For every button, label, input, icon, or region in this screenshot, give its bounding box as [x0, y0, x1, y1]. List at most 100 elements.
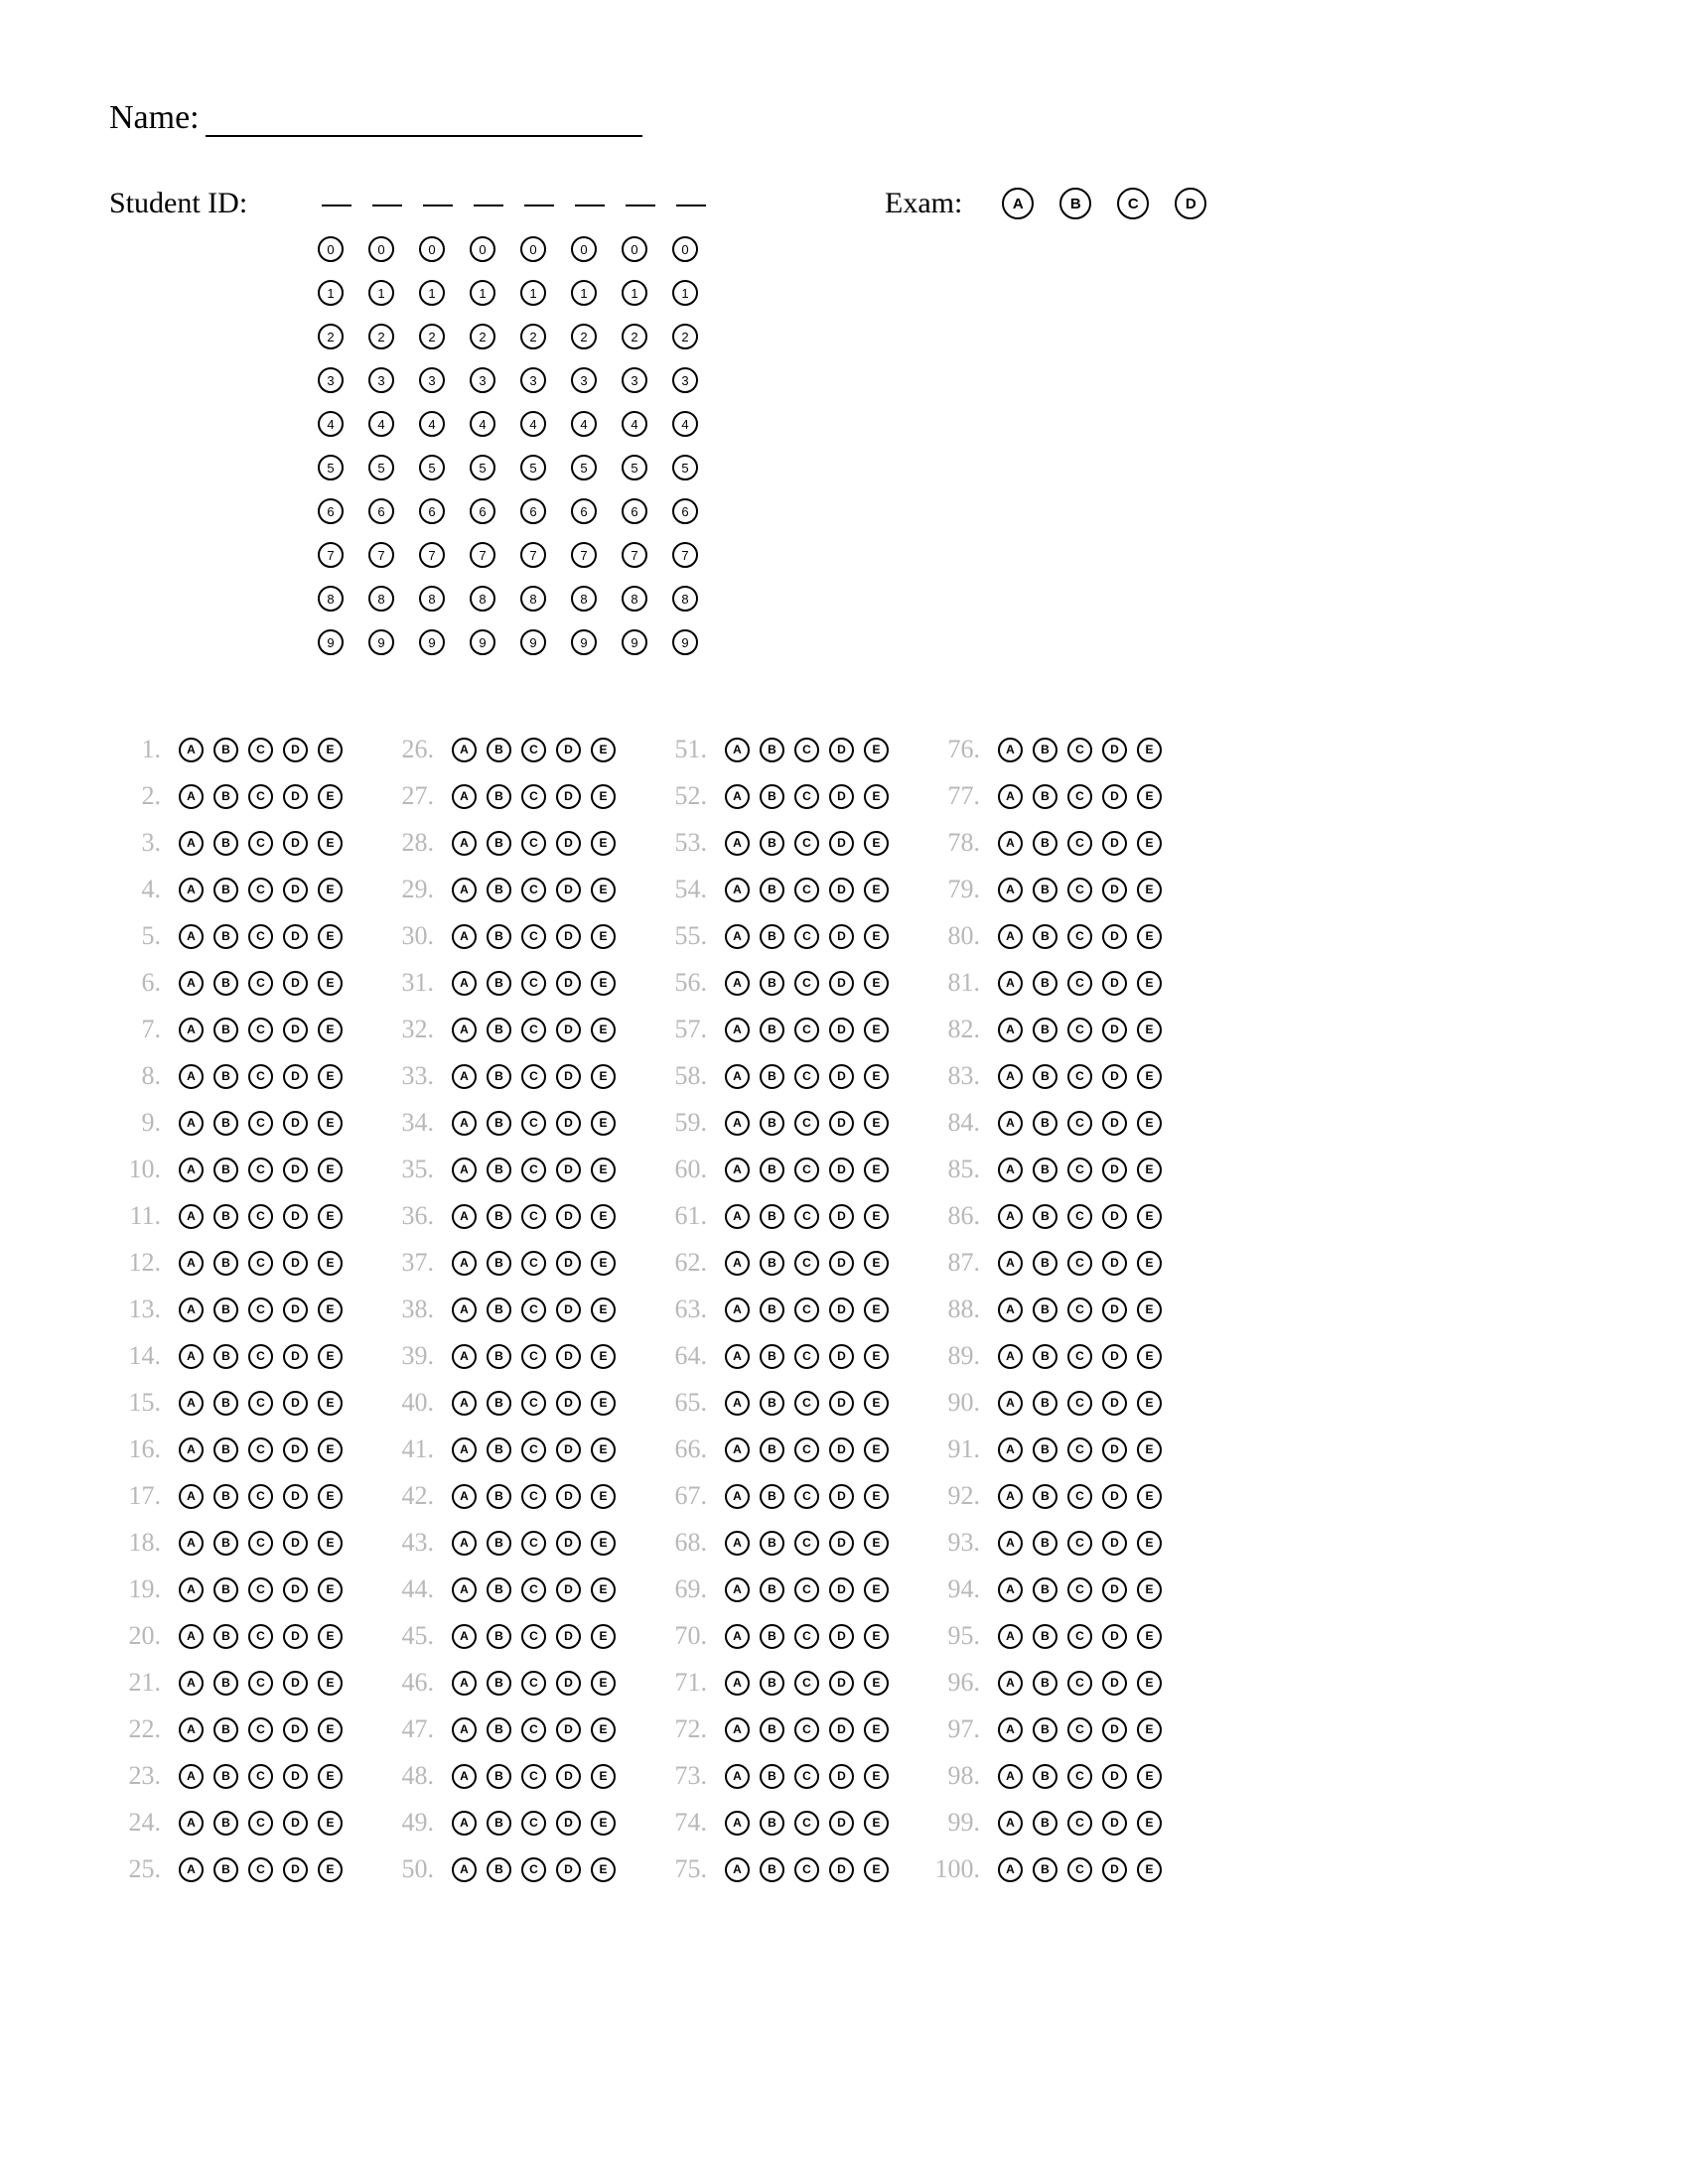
answer-bubble[interactable]: E — [318, 1764, 343, 1789]
student-id-bubble[interactable]: 6 — [571, 498, 597, 524]
student-id-bubble[interactable]: 8 — [318, 586, 344, 612]
answer-bubble[interactable]: C — [1067, 1484, 1092, 1509]
student-id-bubble[interactable]: 6 — [368, 498, 394, 524]
answer-bubble[interactable]: D — [283, 1391, 308, 1416]
answer-bubble[interactable]: A — [998, 1671, 1023, 1696]
answer-bubble[interactable]: D — [1102, 1764, 1127, 1789]
student-id-bubble[interactable]: 3 — [470, 367, 495, 393]
answer-bubble[interactable]: C — [248, 1064, 273, 1089]
answer-bubble[interactable]: B — [1033, 1717, 1057, 1742]
answer-bubble[interactable]: E — [864, 1437, 889, 1462]
answer-bubble[interactable]: A — [725, 1111, 750, 1136]
student-id-bubble[interactable]: 3 — [672, 367, 698, 393]
student-id-bubble[interactable]: 4 — [520, 411, 546, 437]
answer-bubble[interactable]: B — [487, 1111, 511, 1136]
answer-bubble[interactable]: B — [1033, 1437, 1057, 1462]
student-id-bubble[interactable]: 2 — [622, 324, 647, 349]
answer-bubble[interactable]: E — [591, 1764, 616, 1789]
answer-bubble[interactable]: D — [1102, 1111, 1127, 1136]
answer-bubble[interactable]: A — [998, 831, 1023, 856]
answer-bubble[interactable]: E — [1137, 1764, 1162, 1789]
student-id-bubble[interactable]: 4 — [672, 411, 698, 437]
answer-bubble[interactable]: B — [1033, 1344, 1057, 1369]
answer-bubble[interactable]: C — [521, 1111, 546, 1136]
answer-bubble[interactable]: C — [521, 1204, 546, 1229]
answer-bubble[interactable]: D — [829, 1857, 854, 1882]
student-id-bubble[interactable]: 7 — [672, 542, 698, 568]
answer-bubble[interactable]: C — [248, 971, 273, 996]
answer-bubble[interactable]: B — [1033, 1251, 1057, 1276]
student-id-bubble[interactable]: 7 — [368, 542, 394, 568]
answer-bubble[interactable]: B — [760, 831, 784, 856]
answer-bubble[interactable]: E — [1137, 924, 1162, 949]
answer-bubble[interactable]: E — [591, 1251, 616, 1276]
answer-bubble[interactable]: A — [998, 924, 1023, 949]
answer-bubble[interactable]: E — [864, 1158, 889, 1182]
answer-bubble[interactable]: E — [591, 1064, 616, 1089]
answer-bubble[interactable]: C — [521, 1484, 546, 1509]
answer-bubble[interactable]: C — [248, 1484, 273, 1509]
answer-bubble[interactable]: E — [1137, 784, 1162, 809]
answer-bubble[interactable]: D — [556, 784, 581, 809]
answer-bubble[interactable]: C — [1067, 924, 1092, 949]
answer-bubble[interactable]: E — [1137, 1577, 1162, 1602]
student-id-bubble[interactable]: 3 — [318, 367, 344, 393]
answer-bubble[interactable]: E — [591, 878, 616, 902]
answer-bubble[interactable]: D — [829, 1717, 854, 1742]
answer-bubble[interactable]: D — [556, 1577, 581, 1602]
answer-bubble[interactable]: D — [1102, 878, 1127, 902]
answer-bubble[interactable]: C — [248, 1671, 273, 1696]
answer-bubble[interactable]: D — [556, 1811, 581, 1836]
answer-bubble[interactable]: D — [1102, 1344, 1127, 1369]
student-id-bubble[interactable]: 8 — [470, 586, 495, 612]
answer-bubble[interactable]: A — [725, 1857, 750, 1882]
answer-bubble[interactable]: E — [318, 1018, 343, 1042]
answer-bubble[interactable]: A — [452, 1857, 477, 1882]
answer-bubble[interactable]: A — [452, 1764, 477, 1789]
answer-bubble[interactable]: D — [556, 971, 581, 996]
answer-bubble[interactable]: D — [1102, 971, 1127, 996]
answer-bubble[interactable]: B — [213, 1531, 238, 1556]
answer-bubble[interactable]: E — [318, 1391, 343, 1416]
answer-bubble[interactable]: A — [179, 784, 204, 809]
answer-bubble[interactable]: C — [1067, 738, 1092, 762]
answer-bubble[interactable]: B — [760, 1204, 784, 1229]
answer-bubble[interactable]: D — [556, 1671, 581, 1696]
answer-bubble[interactable]: A — [998, 1857, 1023, 1882]
answer-bubble[interactable]: C — [794, 1111, 819, 1136]
answer-bubble[interactable]: C — [521, 1717, 546, 1742]
answer-bubble[interactable]: B — [1033, 1064, 1057, 1089]
answer-bubble[interactable]: C — [1067, 878, 1092, 902]
answer-bubble[interactable]: E — [864, 1484, 889, 1509]
answer-bubble[interactable]: B — [487, 1671, 511, 1696]
answer-bubble[interactable]: A — [179, 1391, 204, 1416]
answer-bubble[interactable]: B — [760, 924, 784, 949]
answer-bubble[interactable]: B — [487, 1484, 511, 1509]
answer-bubble[interactable]: A — [452, 1158, 477, 1182]
student-id-bubble[interactable]: 7 — [520, 542, 546, 568]
student-id-bubble[interactable]: 8 — [571, 586, 597, 612]
answer-bubble[interactable]: A — [452, 1344, 477, 1369]
answer-bubble[interactable]: D — [556, 1531, 581, 1556]
student-id-bubble[interactable]: 2 — [520, 324, 546, 349]
answer-bubble[interactable]: E — [864, 1764, 889, 1789]
answer-bubble[interactable]: E — [864, 784, 889, 809]
answer-bubble[interactable]: A — [452, 784, 477, 809]
answer-bubble[interactable]: D — [283, 1811, 308, 1836]
student-id-bubble[interactable]: 5 — [419, 455, 445, 480]
answer-bubble[interactable]: D — [556, 1158, 581, 1182]
answer-bubble[interactable]: E — [591, 831, 616, 856]
answer-bubble[interactable]: D — [1102, 738, 1127, 762]
answer-bubble[interactable]: C — [248, 1577, 273, 1602]
answer-bubble[interactable]: E — [864, 1391, 889, 1416]
answer-bubble[interactable]: B — [487, 1064, 511, 1089]
answer-bubble[interactable]: C — [1067, 1764, 1092, 1789]
answer-bubble[interactable]: E — [1137, 1857, 1162, 1882]
answer-bubble[interactable]: E — [1137, 878, 1162, 902]
answer-bubble[interactable]: D — [556, 924, 581, 949]
student-id-bubble[interactable]: 6 — [622, 498, 647, 524]
answer-bubble[interactable]: B — [760, 1857, 784, 1882]
answer-bubble[interactable]: E — [591, 1484, 616, 1509]
student-id-bubble[interactable]: 8 — [368, 586, 394, 612]
answer-bubble[interactable]: E — [591, 784, 616, 809]
